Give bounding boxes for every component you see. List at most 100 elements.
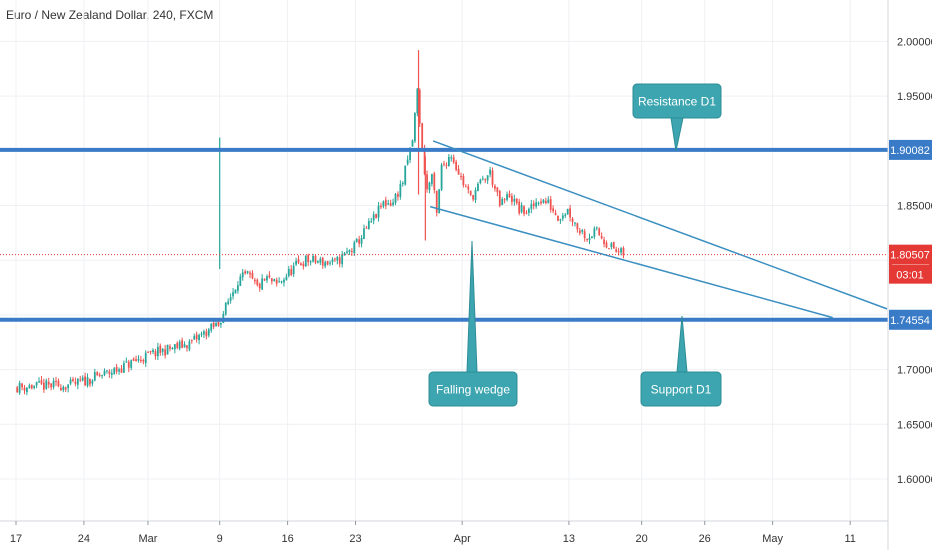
candle-body xyxy=(481,178,484,180)
candle-body xyxy=(98,374,101,376)
candle-body xyxy=(304,255,307,267)
candle-body xyxy=(21,383,23,388)
candle-body xyxy=(540,201,542,204)
candle-body xyxy=(571,218,574,222)
candle-body xyxy=(93,372,96,381)
callout-resistance-d1[interactable]: Resistance D1 xyxy=(632,83,722,152)
wedge-trendline[interactable] xyxy=(429,205,833,319)
price-axis[interactable]: 1.600001.650001.700001.750001.800001.850… xyxy=(887,0,932,550)
candle-body xyxy=(578,230,581,234)
candle-body xyxy=(38,381,40,383)
candle-body xyxy=(69,379,72,384)
callout-box xyxy=(632,83,722,119)
candle-body xyxy=(450,157,453,159)
candle-body xyxy=(321,257,324,266)
candle-body xyxy=(152,349,154,352)
candle-body xyxy=(591,236,593,238)
candle-body xyxy=(300,263,302,266)
callout-box xyxy=(428,371,518,407)
candle-body xyxy=(595,227,598,229)
callouts[interactable]: Resistance D1 Falling wedge Support D1 xyxy=(428,83,722,407)
candle-body xyxy=(137,358,140,361)
callout-falling-wedge[interactable]: Falling wedge xyxy=(428,240,518,407)
candle-body xyxy=(498,191,501,206)
candle-body xyxy=(139,359,142,361)
horizontal-levels[interactable] xyxy=(0,147,888,322)
candle-body xyxy=(256,279,259,285)
candle-body xyxy=(251,272,254,279)
candle-body xyxy=(113,368,116,374)
candle-body xyxy=(477,183,479,191)
wedge-trendline[interactable] xyxy=(432,140,888,310)
candle-body xyxy=(358,239,361,244)
candle-body xyxy=(564,214,567,217)
candle-body xyxy=(535,202,538,207)
candle-body xyxy=(67,384,70,389)
candle-body xyxy=(275,279,278,284)
candle-body xyxy=(40,380,43,384)
candle-body xyxy=(440,164,443,190)
candle-body xyxy=(469,190,472,195)
candle-body xyxy=(615,249,618,252)
candle-body xyxy=(154,351,157,357)
candle-body xyxy=(576,223,579,230)
candle-body xyxy=(283,279,285,283)
candle-body xyxy=(217,321,220,326)
candle-body xyxy=(333,258,336,260)
candle-body xyxy=(486,175,489,181)
candle-body xyxy=(523,206,525,214)
candle-body xyxy=(120,368,123,373)
candle-body xyxy=(317,261,319,263)
time-tick-label: 13 xyxy=(563,533,575,545)
candle-body xyxy=(295,260,297,265)
candle-body xyxy=(350,250,353,252)
candle-body xyxy=(26,387,28,393)
candle-body xyxy=(394,194,397,204)
candle-body xyxy=(253,279,256,282)
price-tick-label: 2.00000 xyxy=(897,36,932,48)
callout-support-d1[interactable]: Support D1 xyxy=(640,315,722,407)
candle-body xyxy=(96,372,99,376)
candle-body xyxy=(270,278,273,282)
candle-body xyxy=(312,256,314,262)
candle-body xyxy=(62,386,65,391)
candle-body xyxy=(285,276,288,281)
callout-label: Falling wedge xyxy=(436,383,510,397)
candle-body xyxy=(57,380,60,387)
candle-body xyxy=(74,381,77,384)
callout-box xyxy=(640,371,722,407)
candle-body xyxy=(341,254,344,265)
candle-body xyxy=(30,384,33,389)
chart-title: Euro / New Zealand Dollar, 240, FXCM xyxy=(6,8,214,22)
candle-body xyxy=(203,331,205,335)
price-level-badge-label: 1.74554 xyxy=(890,315,930,327)
candle-body xyxy=(198,335,200,341)
candle-body xyxy=(50,383,53,388)
current-price-badge[interactable] xyxy=(889,244,932,284)
time-tick-label: 24 xyxy=(78,533,90,545)
candle-body xyxy=(559,219,562,221)
price-tick-label: 1.95000 xyxy=(897,91,932,103)
candle-body xyxy=(91,380,94,384)
price-level-badge[interactable] xyxy=(889,309,932,330)
candle-body xyxy=(586,239,588,241)
candle-body xyxy=(147,351,150,353)
candle-body xyxy=(164,349,167,356)
candle-body xyxy=(389,203,392,206)
callout-pointer xyxy=(676,315,688,373)
candle-body xyxy=(583,231,586,239)
price-level-badge[interactable] xyxy=(889,139,932,160)
falling-wedge-lines[interactable] xyxy=(429,140,888,319)
candle-body xyxy=(501,199,504,206)
candle-body xyxy=(494,185,496,189)
candle-body xyxy=(338,257,341,264)
candle-body xyxy=(241,272,244,278)
candle-body xyxy=(406,159,409,165)
candle-body xyxy=(617,251,620,253)
candle-body xyxy=(156,346,159,357)
candle-body xyxy=(123,363,125,373)
candle-body xyxy=(144,352,147,364)
time-axis[interactable]: 17 24 Mar 9 16 23 Apr 13 20 26 May 11 xyxy=(0,520,888,545)
candle-body xyxy=(268,275,271,278)
